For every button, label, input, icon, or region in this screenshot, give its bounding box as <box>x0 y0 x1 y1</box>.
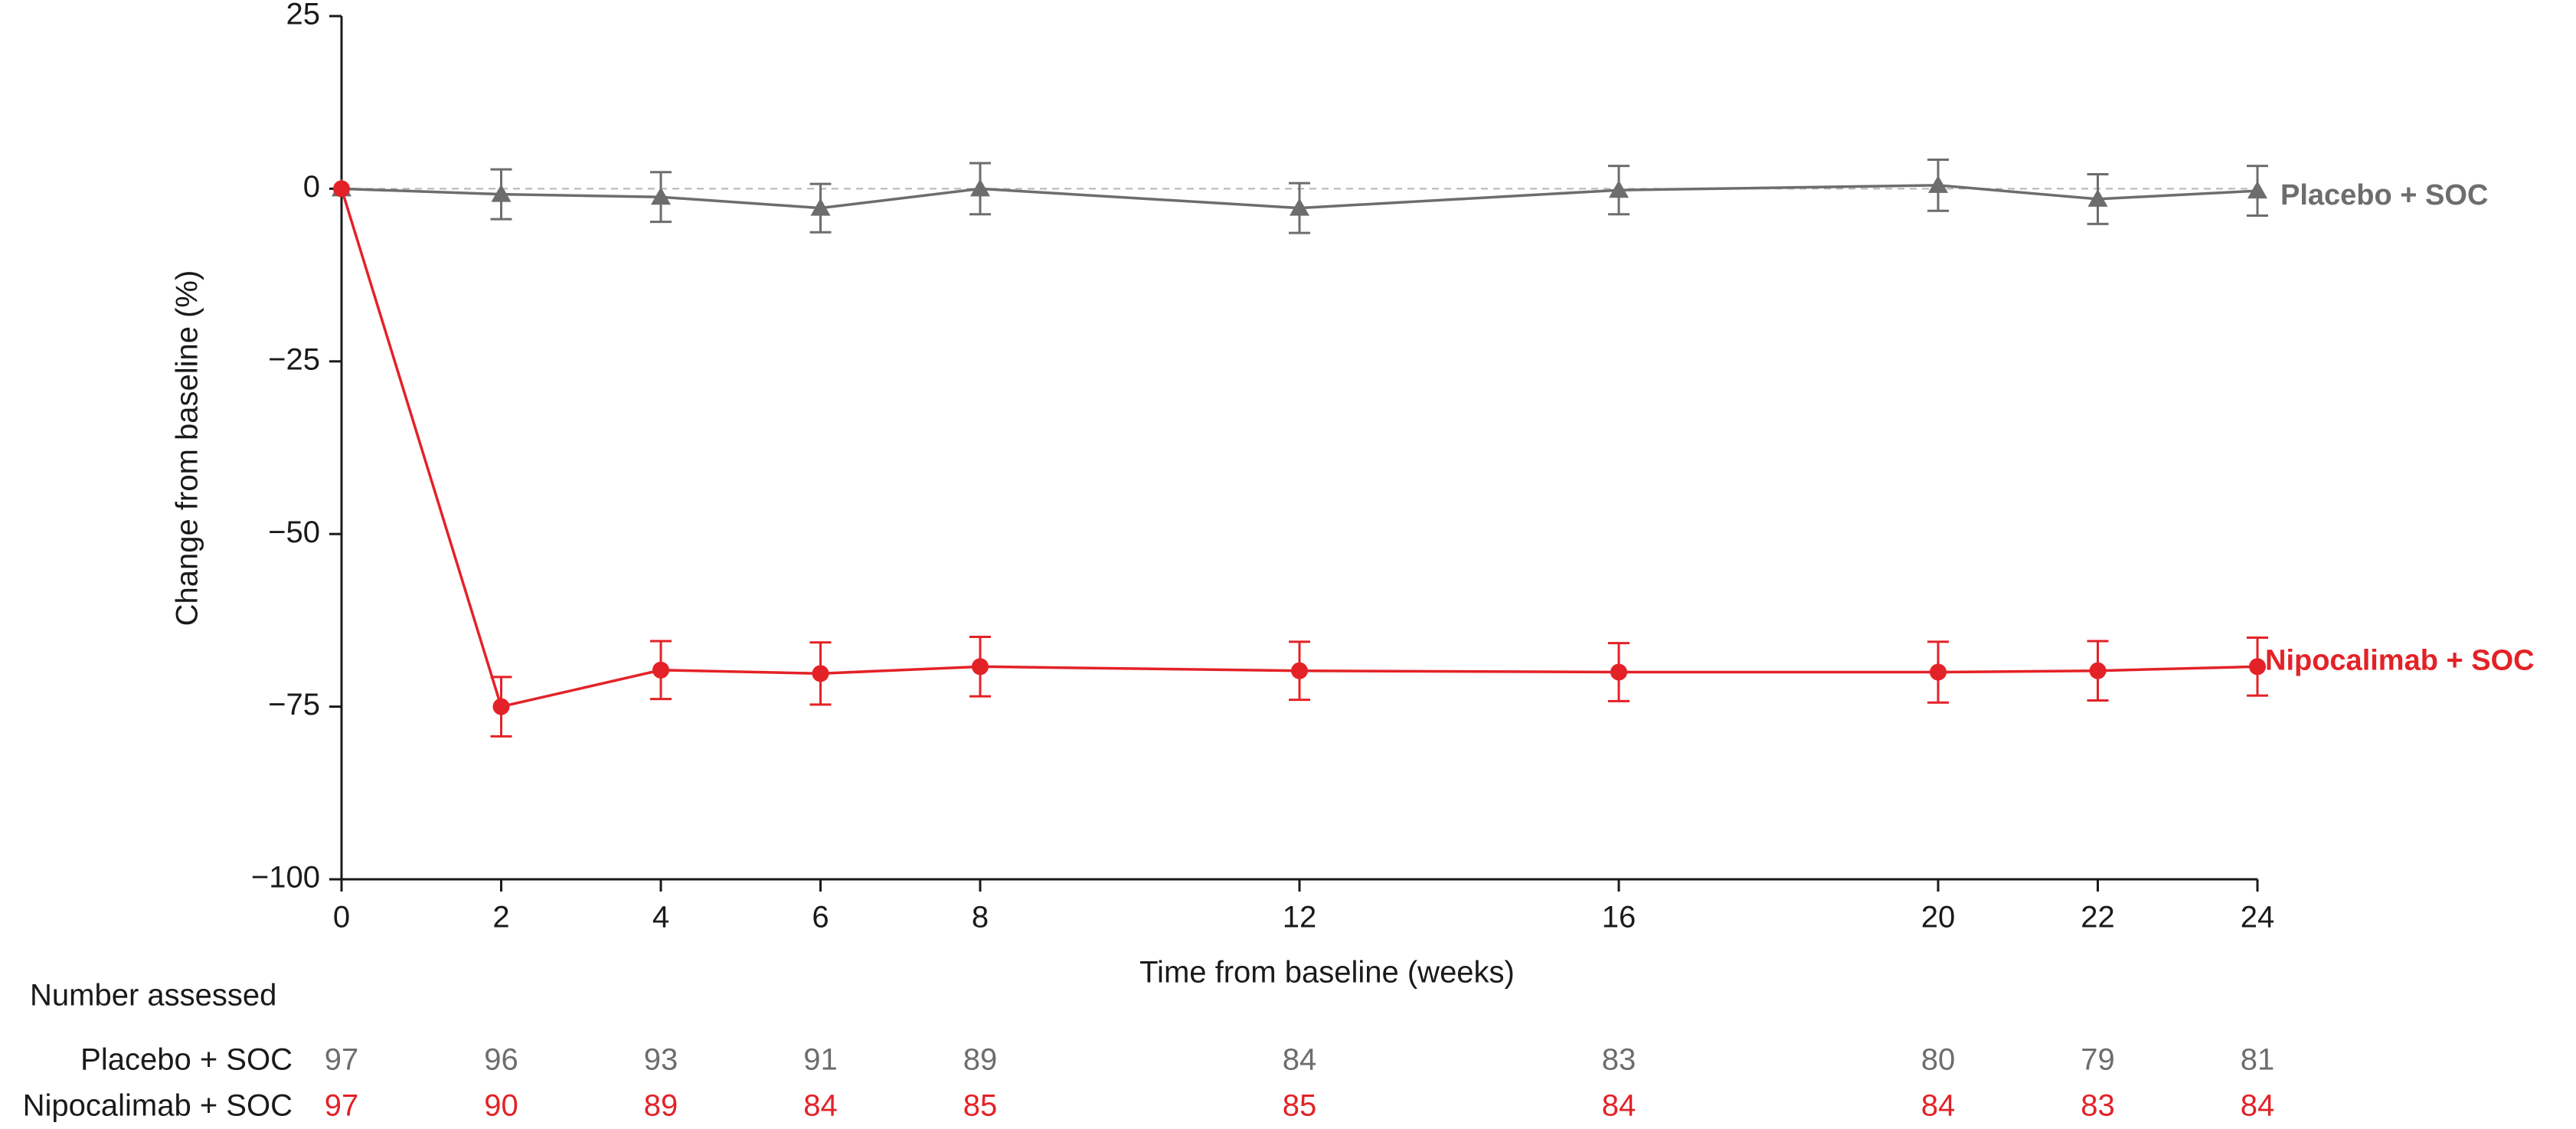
point-marker <box>651 187 671 205</box>
table-cell: 80 <box>1921 1043 1956 1077</box>
table-row-label: Nipocalimab + SOC <box>23 1089 293 1123</box>
table-cell: 96 <box>484 1043 518 1077</box>
table-cell: 97 <box>325 1043 359 1077</box>
point-marker <box>812 665 829 682</box>
x-tick-label: 2 <box>492 901 509 934</box>
x-tick-label: 24 <box>2241 901 2275 934</box>
series-line <box>341 184 2258 210</box>
series-label: Nipocalimab + SOC <box>2265 644 2535 676</box>
y-tick-label: −100 <box>251 861 320 895</box>
table-cell: 83 <box>1602 1043 1636 1077</box>
x-tick-label: 4 <box>652 901 669 934</box>
y-tick-label: 0 <box>303 170 320 204</box>
table-title: Number assessed <box>30 979 276 1013</box>
y-tick-label: 25 <box>286 0 321 31</box>
point-marker <box>810 198 831 216</box>
point-marker <box>1290 198 1309 216</box>
point-marker <box>2089 662 2107 679</box>
x-tick-label: 6 <box>812 901 829 934</box>
x-tick-label: 8 <box>972 901 989 934</box>
table-cell: 85 <box>963 1089 998 1123</box>
table-cell: 85 <box>1283 1089 1317 1123</box>
y-tick-label: −50 <box>268 515 320 549</box>
point-marker <box>2087 188 2108 207</box>
point-marker <box>1928 175 1948 193</box>
table-cell: 93 <box>644 1043 678 1077</box>
table-cell: 91 <box>803 1043 838 1077</box>
table-cell: 83 <box>2081 1089 2115 1123</box>
table-cell: 84 <box>1602 1089 1636 1123</box>
point-marker <box>1291 662 1308 679</box>
point-marker <box>652 661 669 679</box>
point-marker <box>2247 181 2267 199</box>
table-cell: 97 <box>325 1089 359 1123</box>
series-label: Placebo + SOC <box>2280 179 2488 211</box>
series-line <box>340 188 2258 708</box>
x-tick-label: 20 <box>1921 901 1956 934</box>
point-marker <box>1610 663 1627 681</box>
x-axis-title: Time from baseline (weeks) <box>1139 956 1515 990</box>
point-marker <box>1930 663 1947 681</box>
point-marker <box>492 698 510 715</box>
table-cell: 81 <box>2241 1043 2275 1077</box>
y-axis-title: Change from baseline (%) <box>171 270 204 627</box>
table-cell: 84 <box>2241 1089 2275 1123</box>
x-tick-label: 22 <box>2081 901 2115 934</box>
table-cell: 84 <box>803 1089 838 1123</box>
table-cell: 84 <box>1283 1043 1317 1077</box>
point-marker <box>972 658 989 676</box>
x-tick-label: 0 <box>333 901 350 934</box>
x-tick-label: 12 <box>1283 901 1317 934</box>
table-cell: 79 <box>2081 1043 2115 1077</box>
table-cell: 89 <box>644 1089 678 1123</box>
point-marker <box>333 180 350 198</box>
x-tick-label: 16 <box>1602 901 1636 934</box>
table-row-label: Placebo + SOC <box>80 1043 293 1077</box>
point-marker <box>1609 180 1629 198</box>
table-cell: 84 <box>1921 1089 1956 1123</box>
point-marker <box>491 184 512 202</box>
table-cell: 90 <box>484 1089 518 1123</box>
point-marker <box>2249 658 2266 676</box>
table-cell: 89 <box>963 1043 998 1077</box>
y-tick-label: −25 <box>268 342 320 376</box>
point-marker <box>970 178 990 197</box>
y-tick-label: −75 <box>268 688 320 722</box>
